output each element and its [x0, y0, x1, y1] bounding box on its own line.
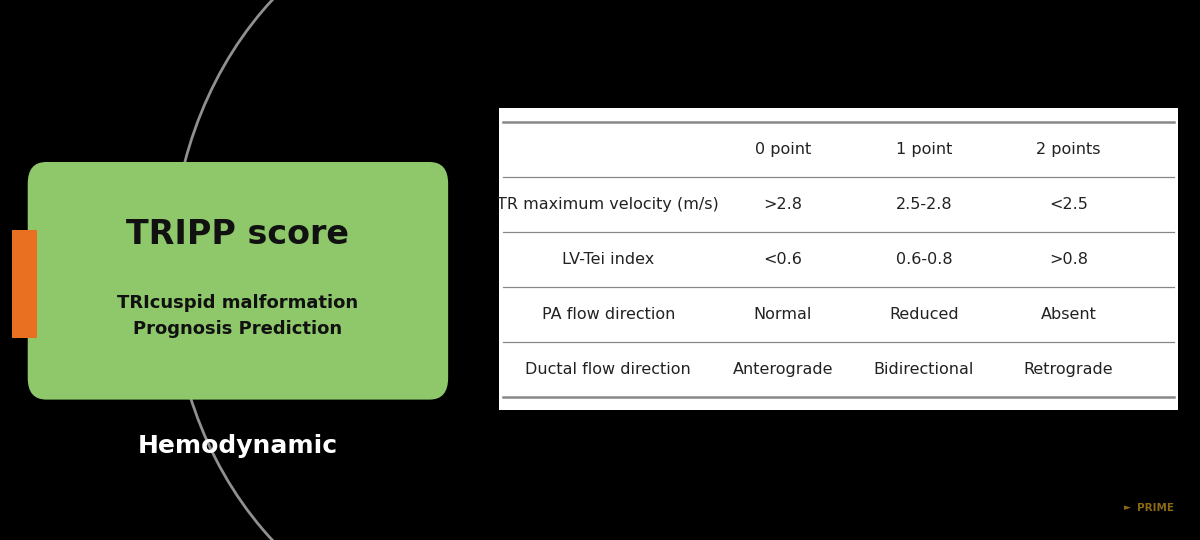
Text: Absent: Absent	[1040, 307, 1097, 322]
Text: LV-Tei index: LV-Tei index	[563, 252, 654, 267]
Text: TR maximum velocity (m/s): TR maximum velocity (m/s)	[498, 197, 719, 212]
Text: Hemodynamic: Hemodynamic	[138, 434, 338, 457]
Text: TRIcuspid malformation
Prognosis Prediction: TRIcuspid malformation Prognosis Predict…	[118, 294, 359, 338]
Text: 1 point: 1 point	[896, 141, 952, 157]
Text: Ductal flow direction: Ductal flow direction	[526, 362, 691, 377]
Text: >0.8: >0.8	[1049, 252, 1088, 267]
Bar	[499, 108, 1178, 410]
Text: PA flow direction: PA flow direction	[541, 307, 676, 322]
Text: TRIPP score: TRIPP score	[126, 218, 349, 252]
Text: Retrograde: Retrograde	[1024, 362, 1114, 377]
Text: Anterograde: Anterograde	[733, 362, 833, 377]
Text: 2.5-2.8: 2.5-2.8	[895, 197, 953, 212]
FancyBboxPatch shape	[12, 230, 37, 338]
Text: <2.5: <2.5	[1049, 197, 1088, 212]
Text: <0.6: <0.6	[763, 252, 803, 267]
Text: Reduced: Reduced	[889, 307, 959, 322]
Text: 0.6-0.8: 0.6-0.8	[895, 252, 953, 267]
Text: ►: ►	[1124, 503, 1130, 512]
Text: Normal: Normal	[754, 307, 812, 322]
Text: PRIME: PRIME	[1138, 503, 1175, 513]
FancyBboxPatch shape	[28, 162, 448, 400]
Text: 0 point: 0 point	[755, 141, 811, 157]
Text: >2.8: >2.8	[763, 197, 803, 212]
Text: Bidirectional: Bidirectional	[874, 362, 974, 377]
Text: 2 points: 2 points	[1036, 141, 1100, 157]
